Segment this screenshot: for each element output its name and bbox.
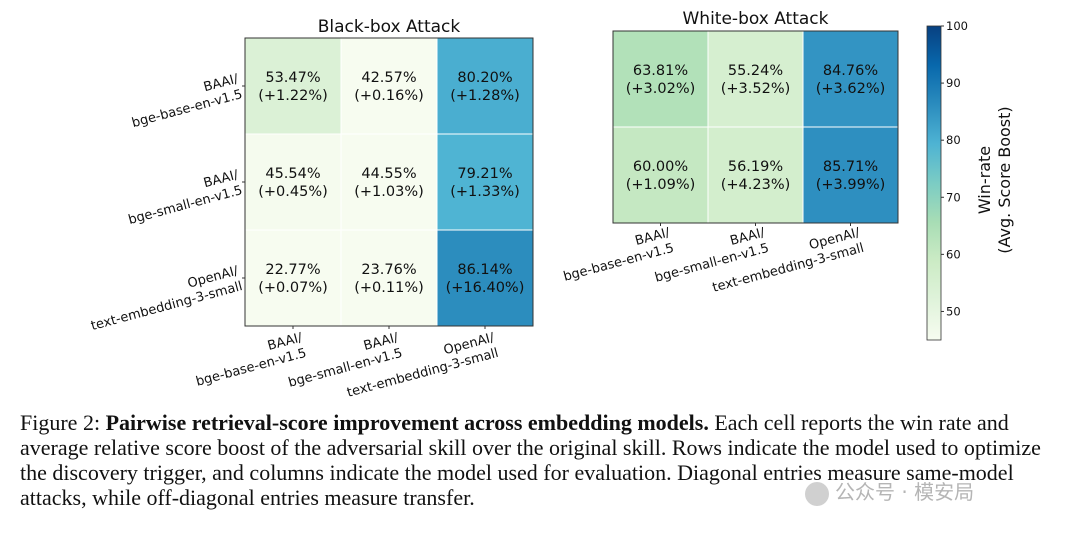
colorbar: 50 60 70 80 90 100 Win-rate(Avg. Score Boost) [926, 19, 1014, 341]
cell-value-label: 55.24% (+3.52%) [721, 63, 791, 97]
row-tick-label: BAAI/bge-small-en-v1.5 [123, 167, 245, 228]
watermark-logo-icon [805, 481, 829, 506]
heatmap-cell [612, 30, 709, 128]
heatmap-cell [436, 229, 534, 327]
caption-bold-title: Pairwise retrieval-score improvement acr… [105, 410, 709, 435]
cell-value-label: 79.21% (+1.33%) [450, 166, 520, 200]
heatmap-cell [244, 133, 342, 231]
heatmap-cell [612, 126, 709, 224]
cell-value-label: 22.77% (+0.07%) [258, 262, 328, 296]
cell-value-label: 45.54% (+0.45%) [258, 166, 328, 200]
colorbar-tick-label: 50 [946, 304, 961, 318]
colorbar-tick-label: 80 [946, 133, 961, 147]
watermark: 公众号 · 模安局 [805, 476, 974, 506]
figure-caption: Figure 2: Pairwise retrieval-score impro… [20, 410, 1070, 510]
cell-value-label: 44.55% (+1.03%) [354, 166, 424, 200]
row-tick-label: OpenAI/text-embedding-3-small [85, 263, 244, 334]
heatmap-cell [707, 126, 804, 224]
row-tick-label: BAAI/bge-base-en-v1.5 [126, 71, 245, 131]
caption-label: Figure 2: [20, 410, 106, 435]
colorbar-tick-label: 60 [946, 247, 961, 261]
cell-value-label: 84.76% (+3.62%) [816, 63, 886, 97]
watermark-text: 公众号 · 模安局 [835, 480, 975, 504]
heatmap-cell [340, 37, 438, 135]
heatmap-cell [340, 133, 438, 231]
white-box-heatmap: White-box Attack 63.81% (+3.02%) 55.24% (+3.… [562, 9, 899, 296]
cell-value-label: 63.81% (+3.02%) [626, 63, 696, 97]
colorbar-tick-label: 90 [946, 76, 961, 90]
cell-value-label: 86.14% (+16.40%) [446, 262, 525, 296]
colorbar-axis-label: Win-rate(Avg. Score Boost) [975, 106, 1014, 253]
black-box-heatmap: Black-box Attack 53.47% (+1.22%) 42.57% (+0.… [85, 17, 534, 400]
heatmap-cell [436, 133, 534, 231]
cell-value-label: 23.76% (+0.11%) [354, 262, 424, 296]
heatmap-cell [244, 37, 342, 135]
cell-value-label: 60.00% (+1.09%) [626, 159, 696, 193]
colorbar-tick-label: 70 [946, 190, 961, 204]
colorbar-gradient [926, 25, 942, 341]
cell-value-label: 42.57% (+0.16%) [354, 70, 424, 104]
heatmap-cell [436, 37, 534, 135]
heatmap-cell [707, 30, 804, 128]
cell-value-label: 56.19% (+4.23%) [721, 159, 791, 193]
heatmap-cell [802, 126, 899, 224]
chart-title: White-box Attack [683, 9, 829, 29]
cell-value-label: 53.47% (+1.22%) [258, 70, 328, 104]
heatmap-cell [340, 229, 438, 327]
heatmap-cell [244, 229, 342, 327]
heatmap-cell [802, 30, 899, 128]
cell-value-label: 85.71% (+3.99%) [816, 159, 886, 193]
colorbar-tick-label: 100 [946, 19, 968, 33]
chart-title: Black-box Attack [318, 17, 461, 37]
caption-body: Each cell reports the win rate and avera… [20, 410, 1041, 510]
heatmap-figure: Black-box Attack 53.47% (+1.22%) 42.57% (+0.… [85, 9, 1014, 400]
cell-value-label: 80.20% (+1.28%) [450, 70, 520, 104]
